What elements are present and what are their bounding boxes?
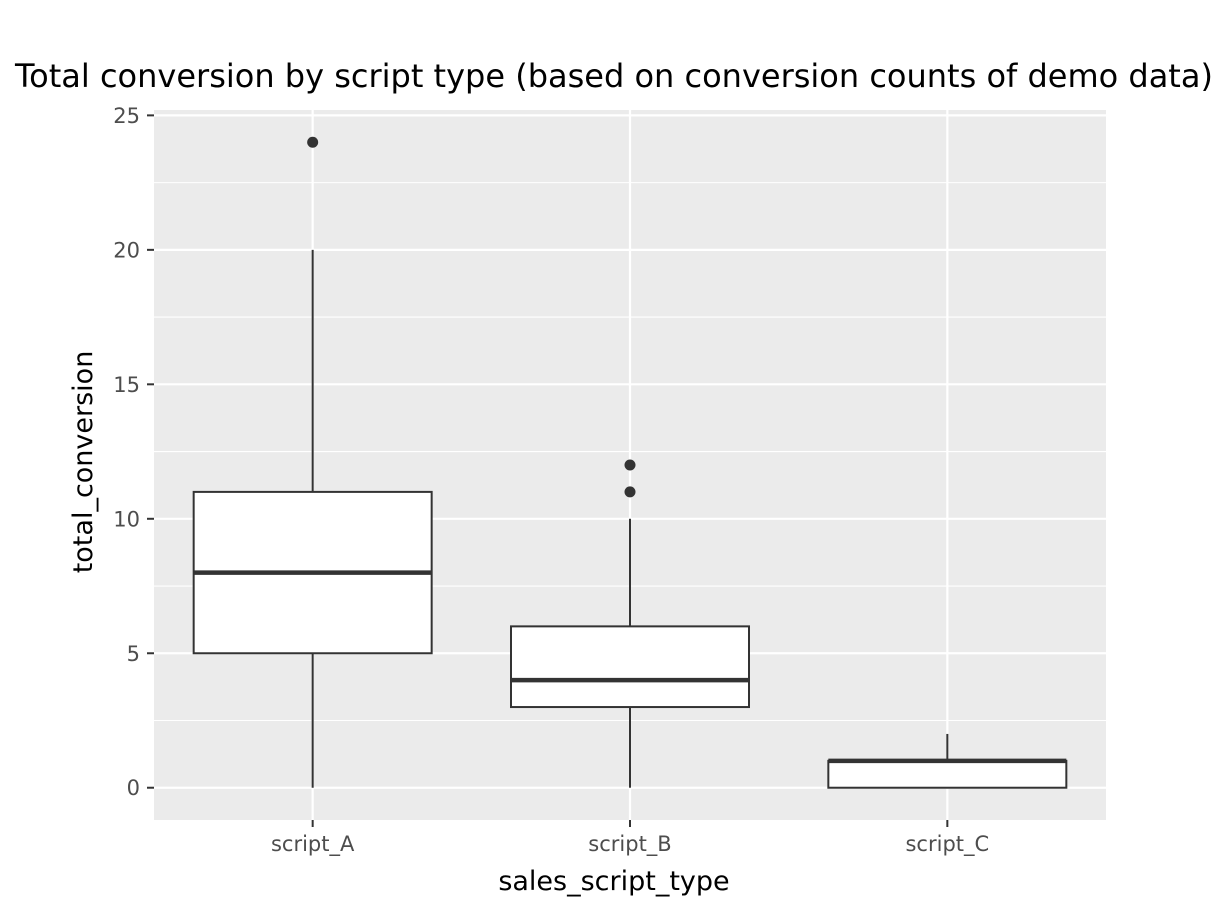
y-tick-label: 20 — [113, 238, 140, 262]
x-tick-label: script_B — [588, 832, 671, 857]
y-tick-label: 5 — [127, 642, 140, 666]
y-tick-label: 0 — [127, 776, 140, 800]
outlier-point — [307, 136, 319, 148]
y-axis-title: total_conversion — [68, 351, 99, 574]
x-axis-title: sales_script_type — [498, 866, 729, 897]
x-axis: script_A script_B script_C — [271, 820, 989, 857]
boxes — [192, 136, 1068, 789]
y-tick-label: 10 — [113, 507, 140, 531]
outlier-point — [624, 486, 636, 498]
box-iqr — [510, 625, 750, 709]
y-tick-label: 15 — [113, 373, 140, 397]
box-script_A — [192, 136, 433, 788]
chart-title: Total conversion by script type (based o… — [14, 57, 1213, 95]
box-script_C — [827, 733, 1068, 789]
x-tick-label: script_A — [271, 832, 355, 857]
x-tick-label: script_C — [905, 832, 989, 857]
outlier-point — [624, 459, 636, 471]
box-script_B — [510, 459, 750, 788]
box-iqr — [827, 759, 1068, 789]
y-axis: 0 5 10 15 20 25 — [113, 104, 154, 800]
y-tick-label: 25 — [113, 104, 140, 128]
